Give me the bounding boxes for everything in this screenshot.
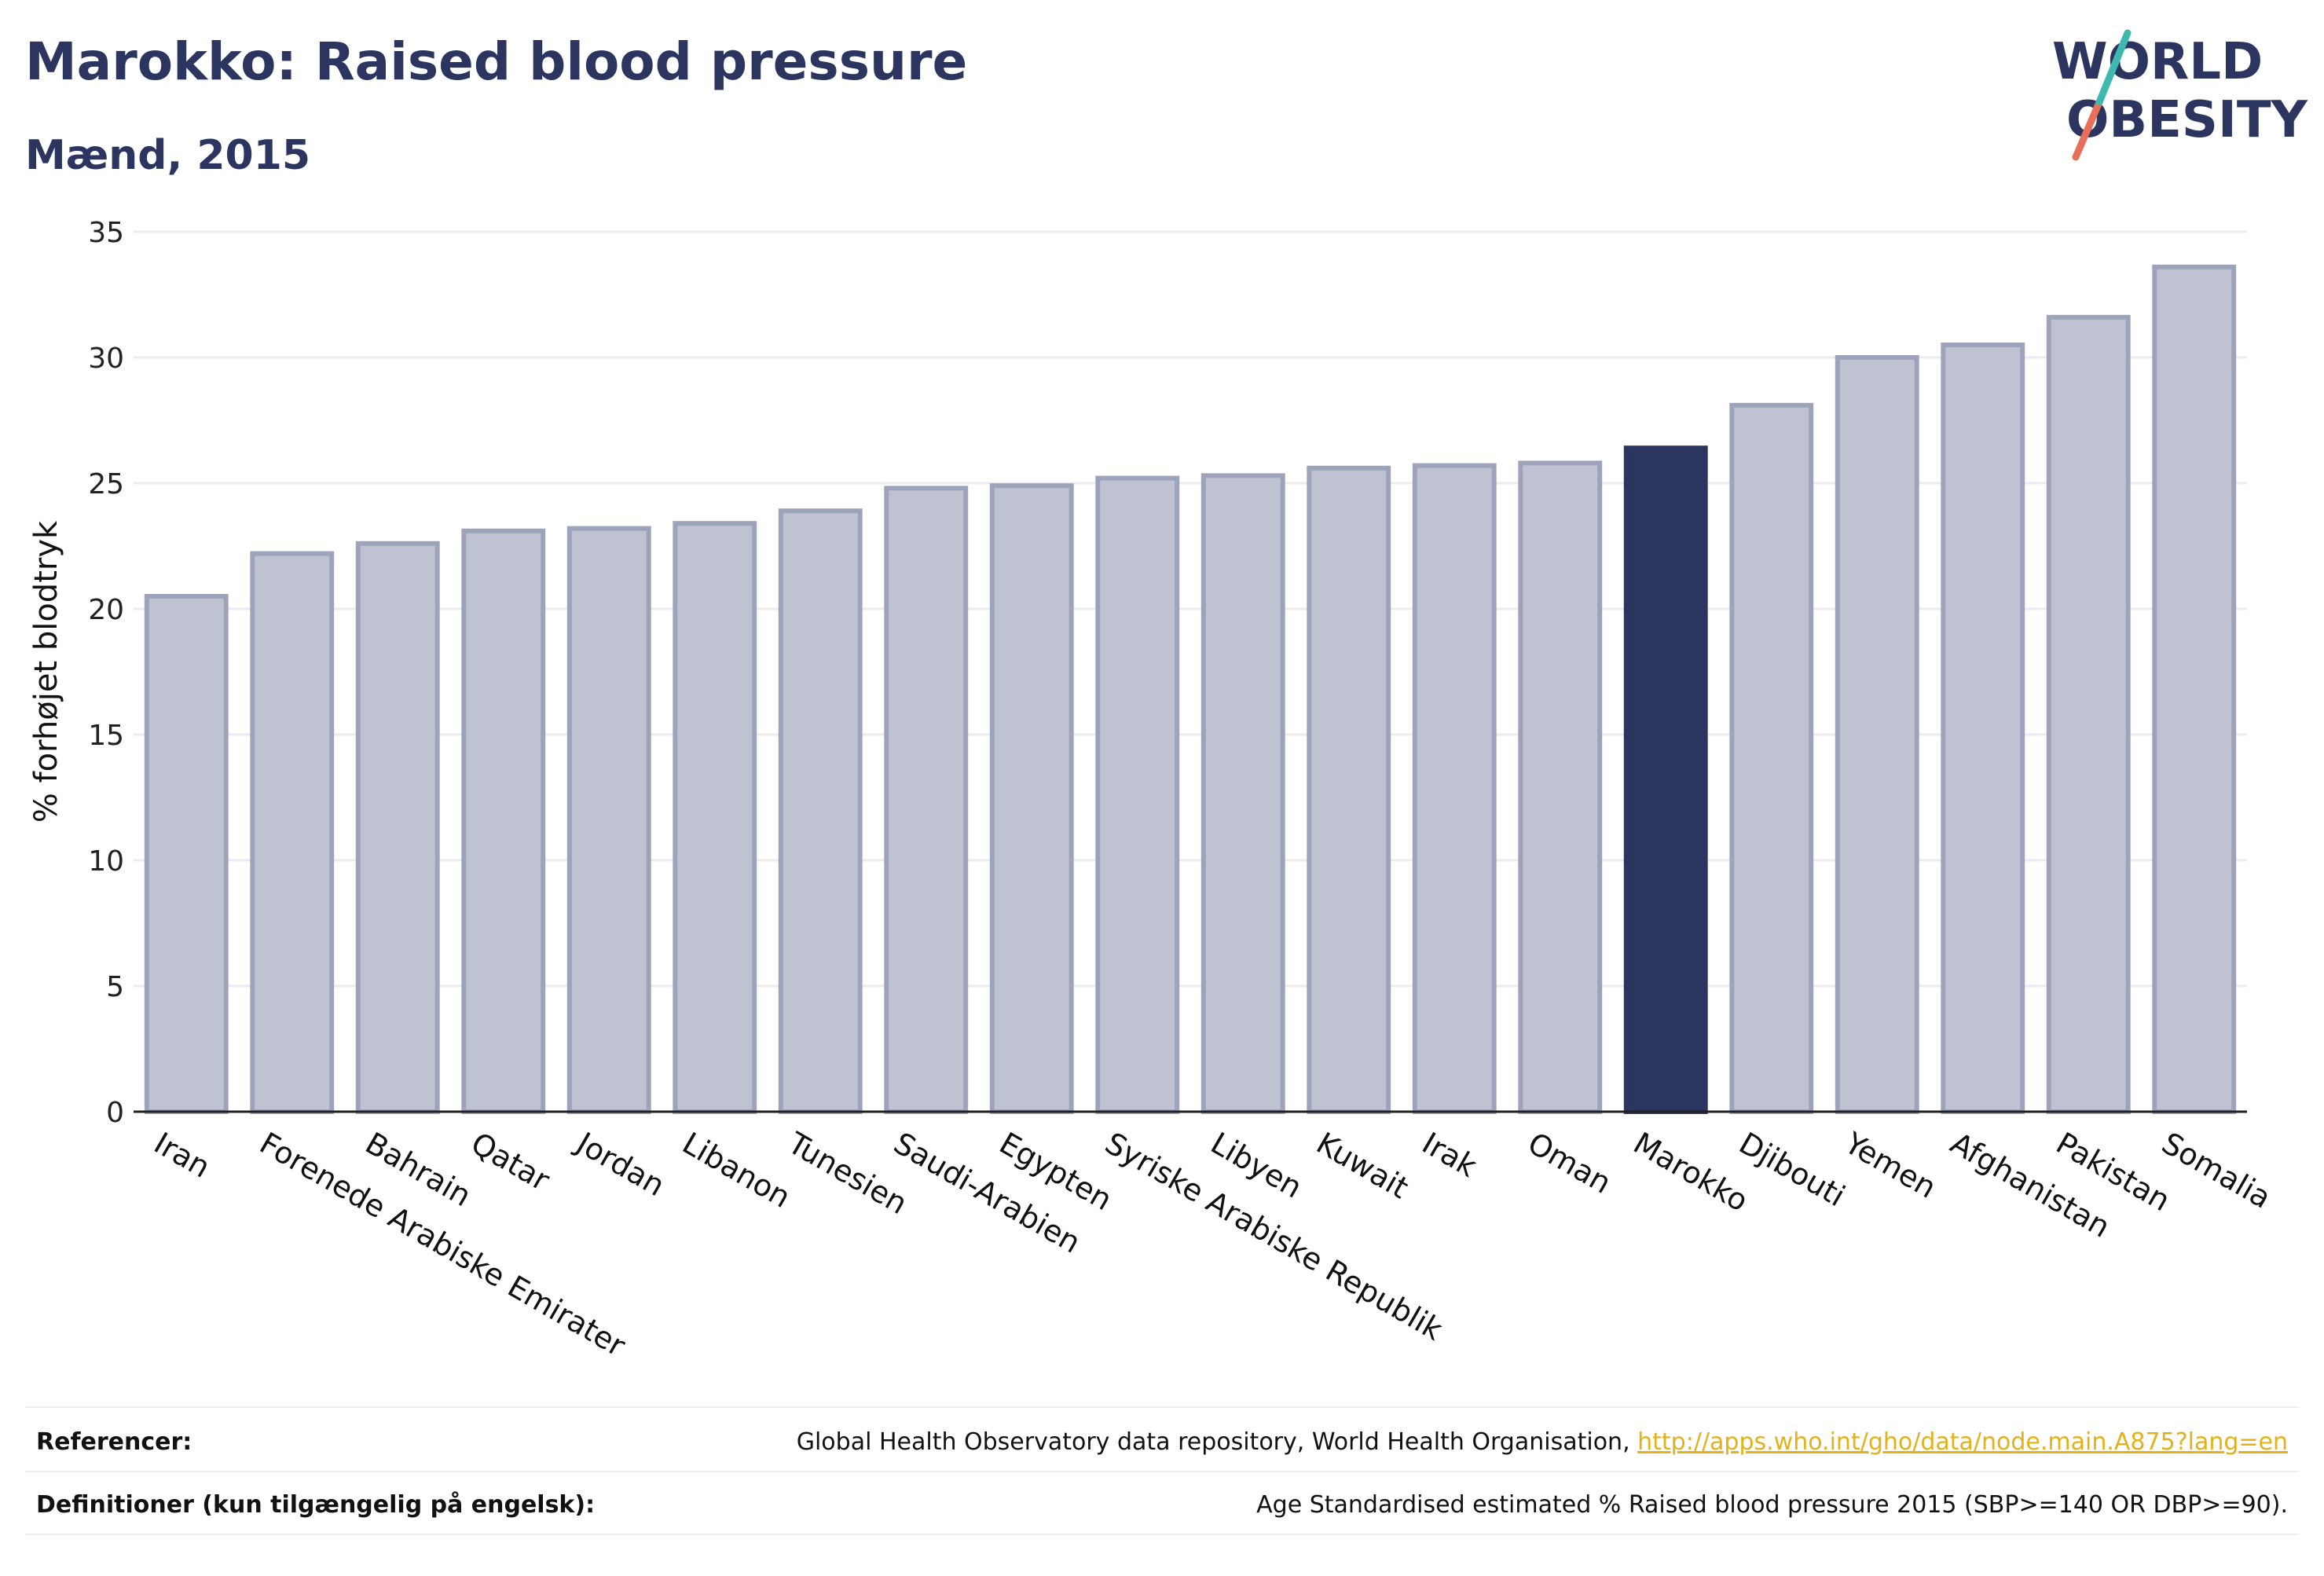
references-label: Referencer: — [36, 1428, 192, 1456]
definitions-label: Definitioner (kun tilgængelig på engelsk… — [36, 1491, 596, 1519]
x-tick-label: Irak — [1417, 1126, 1483, 1184]
x-tick-label: Yemen — [1838, 1125, 1942, 1205]
references-link[interactable]: http://apps.who.int/gho/data/node.main.A… — [1637, 1428, 2288, 1456]
x-tick-label: Forenede Arabiske Emirater — [254, 1126, 631, 1364]
logo-slash-red — [2072, 98, 2103, 161]
chart-title: Marokko: Raised blood pressure — [25, 31, 968, 92]
y-tick-label: 35 — [88, 217, 124, 249]
y-tick-label: 25 — [88, 468, 124, 500]
x-tick-label: Jordan — [570, 1125, 670, 1204]
x-axis-labels: Iran Forenede Arabiske EmiraterBahrainQat… — [148, 1125, 2277, 1364]
bar-somalia[interactable] — [2152, 264, 2237, 1114]
bars — [144, 264, 2237, 1114]
y-axis-label: % forhøjet blodtryk — [28, 520, 64, 823]
world-obesity-logo: WORLD OBESITY — [2052, 29, 2308, 161]
bar-djibouti[interactable] — [1729, 402, 1814, 1114]
bar-yemen[interactable] — [1835, 355, 1919, 1114]
bar-marokko[interactable] — [1623, 445, 1708, 1114]
x-tick-label: Qatar — [465, 1126, 555, 1198]
y-tick-label: 30 — [88, 343, 124, 375]
x-tick-label: Libanon — [676, 1126, 796, 1215]
references-text: Global Health Observatory data repositor… — [796, 1428, 1638, 1456]
x-tick-label: Marokko — [1628, 1126, 1754, 1219]
bar-libanon[interactable] — [673, 521, 757, 1114]
y-tick-label: 15 — [88, 720, 124, 752]
bar-qatar[interactable] — [461, 528, 546, 1114]
x-tick-label: Oman — [1522, 1126, 1617, 1200]
definitions-text: Age Standardised estimated % Raised bloo… — [1256, 1491, 2288, 1519]
bar-afghanistan[interactable] — [1941, 343, 2025, 1114]
bar-libyen[interactable] — [1200, 473, 1285, 1114]
bar-oman[interactable] — [1518, 460, 1603, 1114]
logo-line1: WORLD — [2052, 33, 2263, 91]
references-value: Global Health Observatory data repositor… — [797, 1428, 2288, 1456]
y-tick-label: 10 — [88, 845, 124, 878]
bar-syriske-arabiske-republik[interactable] — [1095, 475, 1180, 1114]
x-tick-label: Iran — [148, 1126, 216, 1185]
y-tick-label: 20 — [88, 594, 124, 626]
y-tick-label: 0 — [106, 1097, 124, 1129]
x-tick-label: Tunesien — [782, 1125, 913, 1221]
bar-egypten[interactable] — [989, 483, 1074, 1114]
x-tick-label: Somalia — [2156, 1126, 2277, 1215]
chart-subtitle: Mænd, 2015 — [25, 132, 311, 179]
y-axis-ticks: 0 5 10 15 20 25 30 35 — [88, 217, 124, 1129]
footer-divider-middle — [25, 1471, 2299, 1472]
bar-tunesien[interactable] — [778, 508, 863, 1114]
bar-saudi-arabien[interactable] — [884, 486, 969, 1114]
grid-lines — [134, 230, 2247, 1113]
bar-iran[interactable] — [144, 594, 229, 1114]
x-tick-label: Djibouti — [1733, 1126, 1851, 1214]
bar-jordan[interactable] — [566, 526, 651, 1114]
footer-divider-top — [25, 1406, 2299, 1408]
x-tick-label: Saudi-Arabien — [888, 1126, 1086, 1260]
footer-divider-bottom — [25, 1534, 2299, 1535]
bar-pakistan[interactable] — [2046, 314, 2131, 1114]
bar-irak[interactable] — [1412, 463, 1497, 1114]
x-tick-label: Kuwait — [1310, 1126, 1414, 1206]
bar-chart: 0 5 10 15 20 25 30 35 Iran Forenede Arabiske Emi… — [28, 217, 2277, 1364]
bar-kuwait[interactable] — [1307, 465, 1391, 1114]
logo-slash-teal — [2095, 29, 2132, 106]
y-tick-label: 5 — [106, 971, 124, 1003]
logo-line2: OBESITY — [2066, 91, 2308, 149]
bar-bahrain[interactable] — [355, 541, 440, 1114]
bar-forenede-arabiske-emirater[interactable] — [250, 551, 335, 1114]
